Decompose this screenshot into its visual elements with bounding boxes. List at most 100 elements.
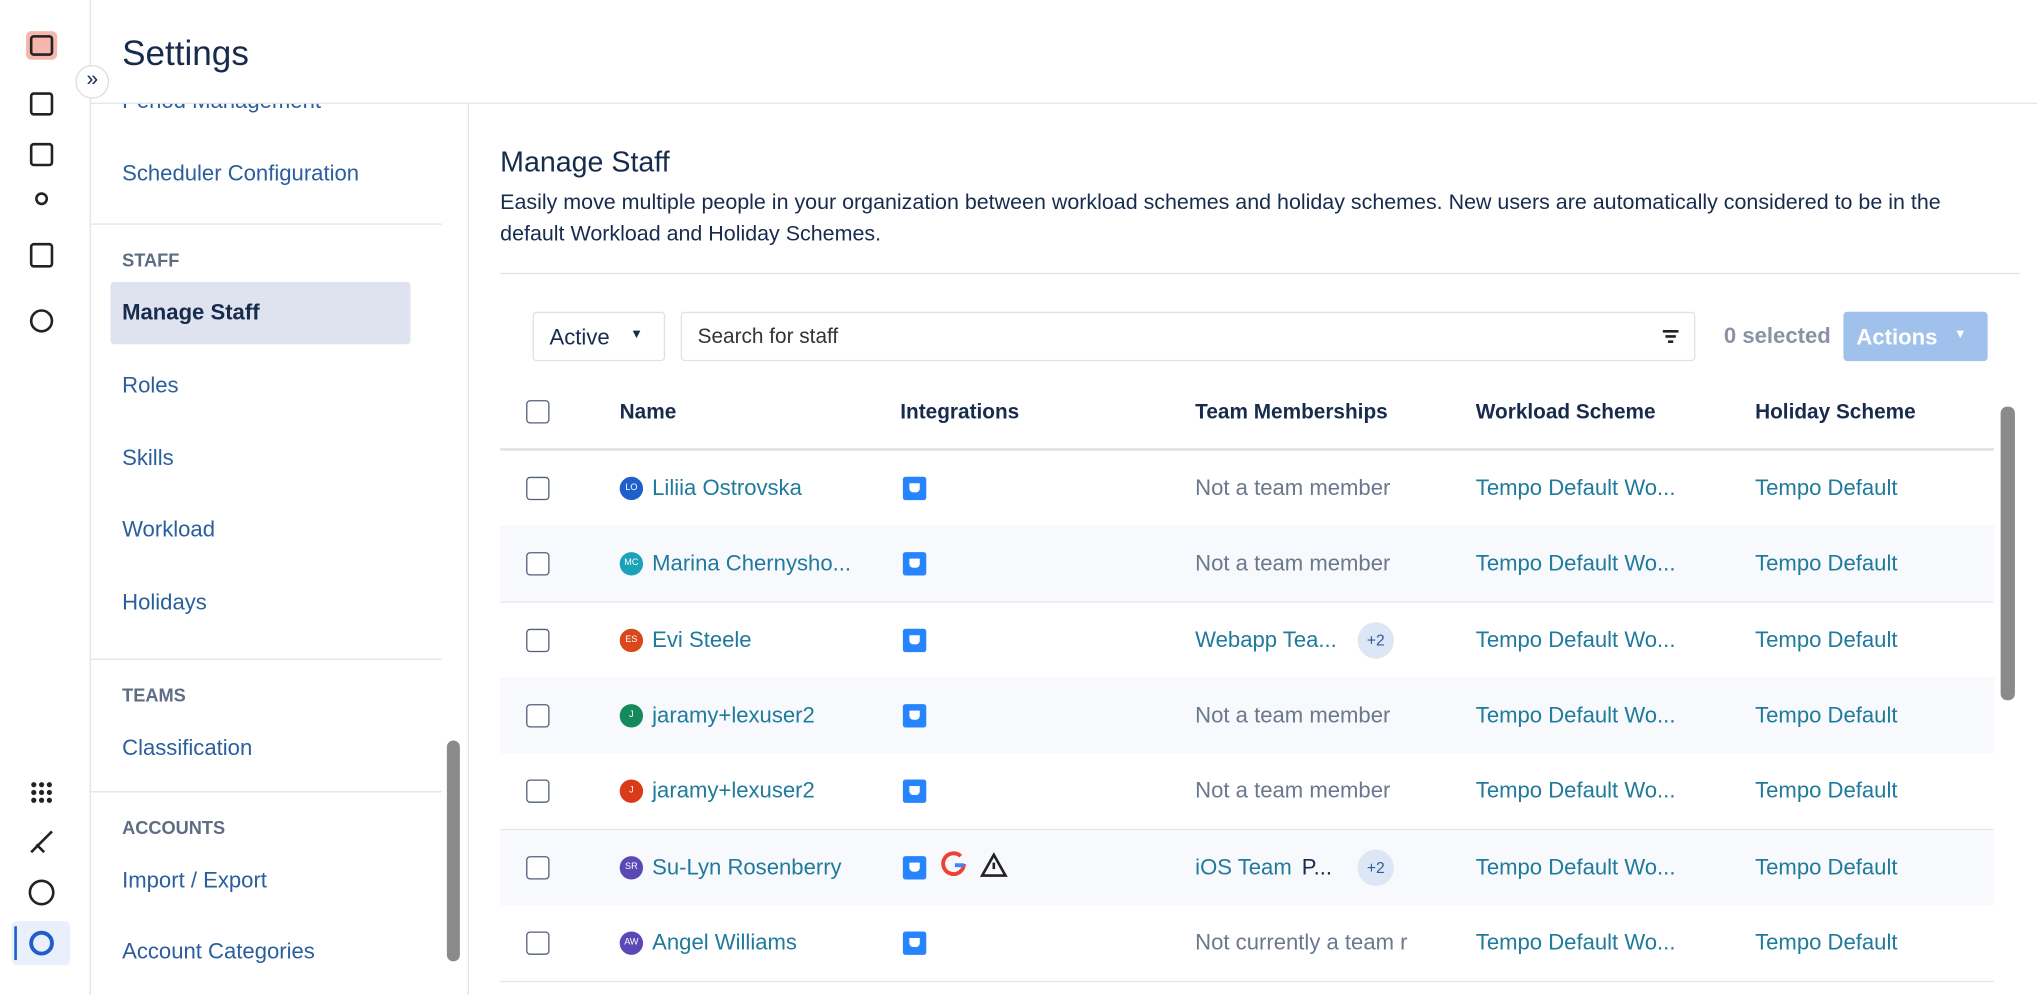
staff-name[interactable]: Marina Chernysho...	[652, 551, 852, 576]
header-checkbox[interactable]	[526, 400, 550, 424]
table-scrollbar	[2000, 406, 2015, 701]
column-header: Workload Scheme	[1475, 401, 1656, 424]
team-membership[interactable]: iOS Team	[1195, 854, 1292, 879]
sidebar-scrollbar	[446, 740, 460, 962]
page-title: Settings	[122, 33, 249, 73]
table-row[interactable]: SR Su-Lyn Rosenberry iOS Team P... +2 Tempo D…	[500, 829, 1995, 907]
team-membership[interactable]: Webapp Tea...	[1195, 626, 1337, 652]
staff-name[interactable]: jaramy+lexuser2	[652, 702, 815, 728]
nav-item[interactable]: Classification	[122, 735, 253, 760]
column-header: Holiday Scheme	[1755, 401, 1916, 424]
list-icon[interactable]	[29, 142, 54, 167]
holiday-scheme[interactable]: Tempo Default	[1755, 778, 1898, 804]
selected-count: 0 selected	[1723, 323, 1831, 349]
workload-scheme[interactable]: Tempo Default Wo...	[1475, 626, 1676, 652]
row-checkbox[interactable]	[526, 628, 550, 652]
column-header: Name	[619, 401, 677, 424]
table-row[interactable]: AW Angel Williams Not currently a team r Te…	[500, 905, 1995, 982]
filter-icon[interactable]	[1662, 327, 1680, 345]
holiday-scheme[interactable]: Tempo Default	[1755, 551, 1898, 576]
row-checkbox[interactable]	[526, 779, 550, 804]
row-checkbox[interactable]	[526, 931, 550, 955]
settings-icon[interactable]	[29, 930, 54, 956]
workload-scheme[interactable]: Tempo Default Wo...	[1475, 551, 1676, 576]
history-icon[interactable]	[29, 309, 54, 333]
active-indicator	[14, 926, 17, 961]
profile-icon[interactable]	[29, 242, 54, 268]
section-divider	[500, 272, 2021, 275]
team-membership: Not a team member	[1195, 551, 1391, 576]
jira-glyph	[909, 559, 920, 569]
jira-icon	[902, 628, 927, 652]
table-row[interactable]: ES Evi Steele Webapp Tea... +2 Tempo Default…	[500, 602, 1995, 679]
home-icon-bg[interactable]	[25, 31, 58, 60]
holiday-scheme[interactable]: Tempo Default	[1755, 929, 1898, 955]
home-icon[interactable]	[29, 35, 54, 56]
dropdown-caret: ▼	[630, 327, 643, 342]
row-checkbox[interactable]	[526, 855, 550, 879]
search-input[interactable]: Search for staff	[680, 311, 1696, 362]
workload-scheme[interactable]: Tempo Default Wo...	[1475, 854, 1676, 879]
staff-name[interactable]: Su-Lyn Rosenberry	[652, 854, 842, 879]
people-icon[interactable]	[35, 192, 49, 206]
search-placeholder: Search for staff	[697, 326, 839, 349]
workload-scheme[interactable]: Tempo Default Wo...	[1475, 475, 1676, 501]
workload-scheme[interactable]: Tempo Default Wo...	[1475, 778, 1676, 804]
table-row[interactable]: LO Liliia Ostrovska Not a team member Tempo…	[500, 450, 1995, 528]
nav-section-heading: TEAMS	[122, 684, 186, 706]
timesheet-icon[interactable]	[29, 92, 54, 116]
nav-divider	[90, 223, 442, 225]
nav-item[interactable]: Scheduler Configuration	[122, 161, 360, 186]
staff-name[interactable]: Liliia Ostrovska	[652, 475, 802, 501]
rail-icons	[11, 31, 71, 966]
nav-item[interactable]: Holidays	[122, 589, 207, 615]
nav-item[interactable]: Period Management	[122, 104, 321, 114]
sidebar: Period Management Scheduler Configuration…	[90, 104, 468, 995]
workload-scheme[interactable]: Tempo Default Wo...	[1475, 929, 1676, 955]
nav-section-heading: ACCOUNTS	[122, 816, 226, 838]
team-count-badge[interactable]: +2	[1357, 848, 1394, 886]
jira-icon	[902, 855, 927, 879]
holiday-scheme[interactable]: Tempo Default	[1755, 702, 1898, 728]
nav-section-heading: STAFF	[122, 249, 180, 271]
rocket-icon[interactable]	[30, 830, 53, 854]
team-count-badge[interactable]: +2	[1357, 621, 1394, 659]
actions-button[interactable]: Actions ▼	[1843, 311, 1988, 362]
jira-glyph	[909, 861, 920, 872]
team-membership: Not a team member	[1195, 475, 1391, 501]
expand-button[interactable]: »	[75, 64, 110, 99]
staff-name[interactable]: Evi Steele	[652, 626, 752, 652]
table-row[interactable]: MC Marina Chernysho... Not a team member Te…	[500, 526, 1995, 604]
holiday-scheme[interactable]: Tempo Default	[1755, 475, 1898, 501]
apps-icon[interactable]	[31, 782, 52, 803]
jira-icon	[902, 703, 927, 728]
google-icon	[941, 851, 966, 876]
column-header: Integrations	[900, 401, 1020, 424]
staff-name[interactable]: jaramy+lexuser2	[652, 778, 815, 804]
jira-glyph	[909, 710, 920, 720]
staff-name[interactable]: Angel Williams	[652, 929, 797, 955]
workload-scheme[interactable]: Tempo Default Wo...	[1475, 702, 1676, 728]
nav-item[interactable]: Import / Export	[122, 867, 267, 892]
nav-item[interactable]: Workload	[122, 517, 216, 543]
nav-item[interactable]: Roles	[122, 372, 179, 398]
settings-active-bg[interactable]	[11, 921, 71, 966]
nav-item[interactable]: Manage Staff	[122, 300, 260, 325]
nav-item[interactable]: Account Categories	[122, 939, 315, 965]
row-checkbox[interactable]	[526, 552, 550, 576]
help-icon[interactable]	[28, 879, 55, 906]
row-checkbox[interactable]	[526, 703, 550, 728]
nav-item[interactable]: Skills	[122, 445, 174, 470]
status-select[interactable]: Active ▼	[532, 311, 666, 362]
nav-active-bg	[110, 281, 411, 345]
row-checkbox[interactable]	[526, 476, 550, 501]
actions-label: Actions	[1856, 324, 1938, 350]
dropdown-caret: ▼	[1953, 327, 1967, 342]
avatar: MC	[619, 552, 644, 576]
sidebar-divider	[467, 103, 469, 995]
holiday-scheme[interactable]: Tempo Default	[1755, 626, 1898, 652]
holiday-scheme[interactable]: Tempo Default	[1755, 854, 1898, 879]
